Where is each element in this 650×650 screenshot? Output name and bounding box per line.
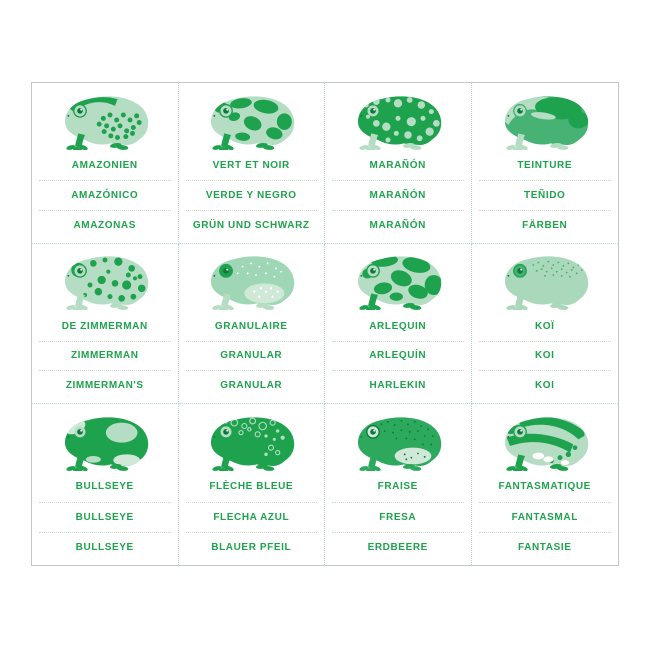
- card-name-spanish: GRANULAR: [220, 350, 283, 362]
- frog-illustration: [357, 95, 441, 150]
- label-separator: [185, 370, 317, 372]
- label-separator: [478, 501, 611, 503]
- card-name-spanish: MARAÑÓN: [369, 189, 426, 201]
- card-name-german: ERDBEERE: [367, 541, 428, 553]
- frog-illustration: [504, 256, 588, 311]
- frog-illustration: [504, 95, 588, 150]
- card-amazonien[interactable]: AMAZONIEN AMAZÓNICO AMAZONAS: [32, 83, 179, 244]
- card-name-german: AMAZONAS: [73, 219, 137, 231]
- card-name-german: FANTASIE: [517, 541, 572, 553]
- card-name-german: ZIMMERMAN'S: [65, 380, 144, 392]
- frog-illustration: [211, 256, 295, 311]
- card-fraise[interactable]: FRAISE FRESA ERDBEERE: [325, 404, 472, 565]
- card-name-spanish: FANTASMAL: [511, 511, 578, 523]
- card-name-french: KOÏ: [534, 320, 555, 332]
- label-separator: [39, 531, 171, 533]
- label-separator: [332, 531, 464, 533]
- frog-illustration: [504, 417, 588, 471]
- frog-illustration: [64, 95, 148, 150]
- frog-image-area: [325, 249, 471, 312]
- frog-image-area: [472, 409, 619, 472]
- card-name-french: FANTASMATIQUE: [498, 481, 591, 493]
- card-name-german: BLAUER PFEIL: [211, 541, 292, 553]
- label-separator: [185, 209, 317, 211]
- card-name-french: GRANULAIRE: [214, 320, 288, 332]
- card-maranon[interactable]: MARAÑÓN MARAÑÓN MARAÑÓN: [325, 83, 472, 244]
- frog-image-area: [179, 409, 325, 472]
- card-fleche-bleue[interactable]: FLÈCHE BLEUE FLECHA AZUL BLAUER PFEIL: [179, 404, 325, 565]
- card-de-zimmerman[interactable]: DE ZIMMERMAN ZIMMERMAN ZIMMERMAN'S: [32, 243, 179, 405]
- card-name-french: FLÈCHE BLEUE: [209, 481, 294, 493]
- card-koi[interactable]: KOÏ KOI KOI: [471, 244, 619, 405]
- card-name-german: GRANULAR: [220, 380, 283, 392]
- card-name-spanish: ZIMMERMAN: [70, 350, 139, 362]
- frog-image-area: [325, 409, 471, 472]
- frog-illustration: [357, 417, 441, 471]
- frog-image-area: [472, 88, 619, 151]
- card-name-german: MARAÑÓN: [369, 219, 426, 231]
- card-bullseye[interactable]: BULLSEYE BULLSEYE BULLSEYE: [32, 404, 179, 565]
- label-separator: [39, 370, 171, 372]
- frog-image-area: [472, 249, 619, 312]
- card-name-spanish: TEÑIDO: [524, 189, 566, 201]
- card-granulaire[interactable]: GRANULAIRE GRANULAR GRANULAR: [178, 243, 325, 405]
- card-name-german: HARLEKIN: [369, 380, 426, 392]
- label-separator: [185, 179, 317, 181]
- label-separator: [185, 531, 317, 533]
- label-separator: [39, 501, 171, 503]
- card-name-french: FRAISE: [377, 481, 418, 493]
- card-name-german: GRÜN UND SCHWARZ: [192, 219, 310, 231]
- frog-image-area: [325, 88, 471, 151]
- label-separator: [332, 501, 464, 503]
- label-separator: [332, 370, 464, 372]
- frog-image-area: [179, 249, 325, 312]
- label-separator: [478, 209, 611, 211]
- card-teinture[interactable]: TEINTURE TEÑIDO FÄRBEN: [471, 83, 619, 244]
- label-separator: [332, 209, 464, 211]
- card-name-french: ARLEQUIN: [369, 320, 427, 332]
- frog-illustration: [211, 417, 295, 471]
- label-separator: [478, 531, 611, 533]
- frog-illustration: [64, 256, 148, 311]
- frog-illustration: [64, 417, 148, 471]
- frog-image-area: [32, 88, 178, 151]
- flashcard-grid: AMAZONIEN AMAZÓNICO AMAZONAS VERT ET NOIR VE…: [31, 82, 619, 566]
- card-name-french: AMAZONIEN: [71, 159, 138, 171]
- card-name-german: KOI: [534, 380, 555, 392]
- label-separator: [332, 340, 464, 342]
- card-arlequin[interactable]: ARLEQUIN ARLEQUÍN HARLEKIN: [325, 243, 472, 405]
- label-separator: [39, 179, 171, 181]
- card-name-french: BULLSEYE: [75, 481, 134, 493]
- label-separator: [185, 501, 317, 503]
- card-name-spanish: KOI: [534, 350, 555, 362]
- card-vert-et-noir[interactable]: VERT ET NOIR VERDE Y NEGRO GRÜN UND SCHWAR…: [178, 83, 325, 244]
- label-separator: [39, 340, 171, 342]
- frog-illustration: [211, 95, 295, 150]
- card-name-spanish: BULLSEYE: [75, 511, 134, 523]
- card-name-spanish: VERDE Y NEGRO: [205, 189, 297, 201]
- frog-image-area: [179, 88, 325, 151]
- frog-image-area: [32, 249, 178, 312]
- card-name-french: TEINTURE: [517, 159, 573, 171]
- label-separator: [39, 209, 171, 211]
- frog-illustration: [357, 256, 441, 311]
- card-name-french: MARAÑÓN: [369, 159, 426, 171]
- card-name-german: BULLSEYE: [75, 541, 134, 553]
- card-fantasmatique[interactable]: FANTASMATIQUE FANTASMAL FANTASIE: [472, 404, 619, 565]
- frog-image-area: [32, 409, 178, 472]
- label-separator: [478, 370, 611, 372]
- card-name-spanish: AMAZÓNICO: [71, 189, 139, 201]
- card-name-french: VERT ET NOIR: [212, 159, 290, 171]
- label-separator: [332, 179, 464, 181]
- label-separator: [478, 179, 611, 181]
- card-name-spanish: ARLEQUÍN: [369, 350, 427, 362]
- card-name-spanish: FRESA: [379, 511, 417, 523]
- card-name-german: FÄRBEN: [522, 219, 568, 231]
- label-separator: [478, 340, 611, 342]
- card-name-spanish: FLECHA AZUL: [213, 511, 290, 523]
- card-name-french: DE ZIMMERMAN: [61, 320, 148, 332]
- label-separator: [185, 340, 317, 342]
